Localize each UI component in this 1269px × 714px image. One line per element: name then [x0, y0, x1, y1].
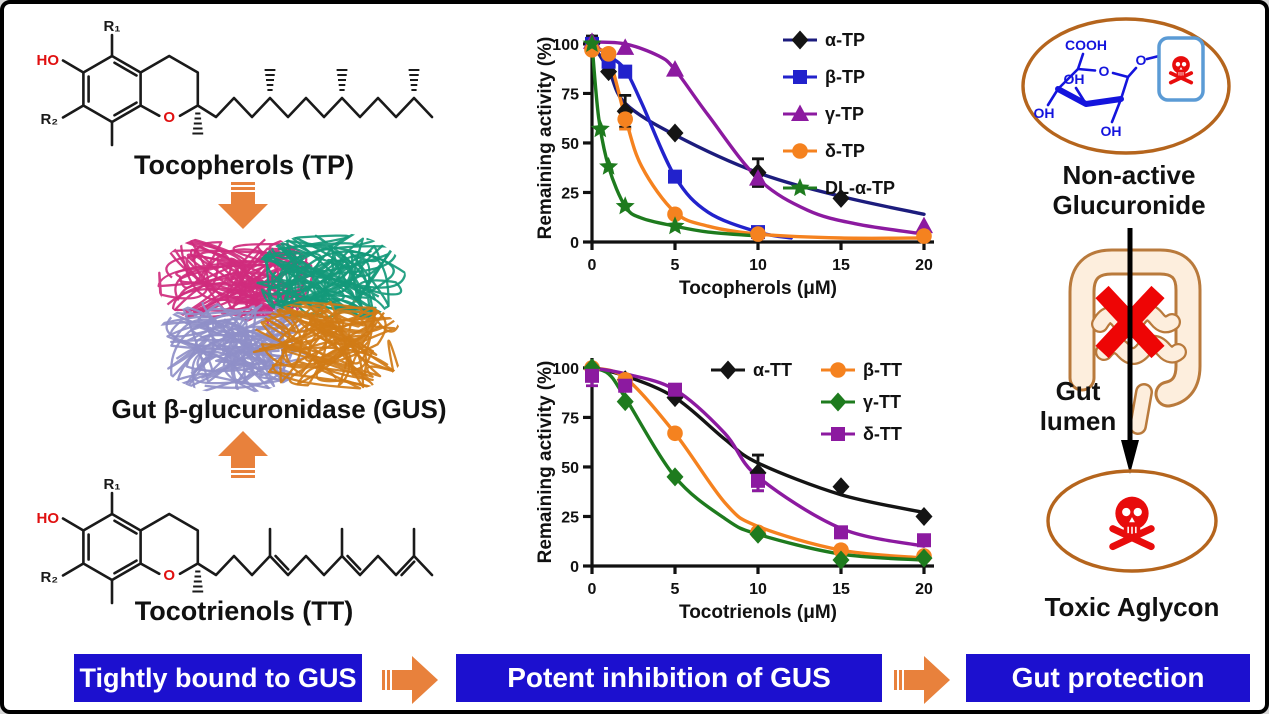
oh-bottom-label: OH	[1101, 123, 1122, 139]
glucuronide-illustration: O COOH OH OH OH O	[1021, 17, 1231, 155]
svg-text:β-TP: β-TP	[825, 67, 865, 87]
svg-text:Tocotrienols (μM): Tocotrienols (μM)	[679, 602, 837, 623]
sugar-ring-oxygen: O	[1099, 63, 1110, 79]
skull-icon	[1113, 497, 1151, 547]
r1-label: R₁	[103, 476, 120, 493]
glucuronide-sugar-ring: O COOH OH OH OH O	[1034, 37, 1161, 139]
svg-text:75: 75	[561, 410, 579, 427]
tocotrienols-caption: Tocotrienols (TT)	[134, 596, 354, 626]
nonactive-line1: Non-active	[1062, 160, 1196, 190]
tocopherols-caption: Tocopherols (TP)	[134, 150, 354, 180]
tocopherols-inhibition-chart: 0 5 10 15 20 0 25 50 75 100 Tocopherols (μM) Remain…	[536, 30, 934, 299]
banner-gut-protection-label: Gut protection	[1011, 662, 1205, 693]
svg-text:0: 0	[570, 235, 579, 252]
tocopherol-structure: HO R₁ R₂ O	[37, 18, 434, 147]
gut-lumen-line2: lumen	[1039, 406, 1117, 436]
svg-text:100: 100	[552, 37, 579, 54]
svg-text:20: 20	[915, 257, 933, 274]
svg-text:α-TT: α-TT	[753, 360, 792, 380]
r2-label: R₂	[41, 111, 59, 128]
svg-text:25: 25	[561, 185, 579, 202]
banner-tightly-bound: Tightly bound to GUS	[74, 654, 362, 702]
svg-text:100: 100	[552, 361, 579, 378]
toxic-aglycon-illustration	[1046, 469, 1218, 573]
svg-text:10: 10	[749, 257, 767, 274]
oh-left-label: OH	[1034, 105, 1055, 121]
ho-label: HO	[37, 52, 60, 69]
up-arrow-icon	[218, 431, 268, 478]
stereo-dash-bonds	[192, 69, 420, 135]
tocotrienols-inhibition-chart: 0 5 10 15 20 0 25 50 75 100 Tocotrienols (μM) Remai…	[536, 358, 934, 623]
svg-text:Tocopherols (μM): Tocopherols (μM)	[679, 278, 837, 299]
tocotrienol-skeleton	[61, 491, 434, 605]
nonactive-glucuronide-caption: Non-active Glucuronide	[1024, 160, 1234, 220]
downward-flow-arrow	[1121, 228, 1139, 474]
gut-lumen-caption: Gut lumen	[1012, 376, 1144, 436]
gus-caption: Gut β-glucuronidase (GUS)	[111, 394, 447, 424]
toxic-aglycon-caption: Toxic Aglycon	[1044, 592, 1220, 622]
svg-text:20: 20	[915, 581, 933, 598]
svg-text:50: 50	[561, 460, 579, 477]
banner-tightly-bound-label: Tightly bound to GUS	[79, 662, 357, 693]
banner-potent-inhibition: Potent inhibition of GUS	[456, 654, 882, 702]
svg-text:25: 25	[561, 509, 579, 526]
glycosidic-oxygen: O	[1136, 52, 1147, 68]
svg-text:Remaining activity (%): Remaining activity (%)	[536, 37, 556, 240]
ho-label: HO	[37, 510, 60, 527]
svg-text:0: 0	[570, 559, 579, 576]
stereo-dash-bond	[192, 570, 204, 593]
svg-text:γ-TP: γ-TP	[825, 104, 864, 124]
gus-protein-structure	[153, 232, 406, 394]
svg-text:50: 50	[561, 136, 579, 153]
right-arrow-icon	[382, 656, 438, 704]
r2-label: R₂	[41, 569, 59, 586]
nonactive-line2: Glucuronide	[1052, 190, 1206, 220]
gut-lumen-line1: Gut	[1055, 376, 1101, 406]
svg-text:0: 0	[588, 257, 597, 274]
ring-oxygen-label: O	[163, 567, 175, 584]
ring-oxygen-label: O	[163, 109, 175, 126]
svg-text:5: 5	[671, 257, 680, 274]
svg-text:75: 75	[561, 86, 579, 103]
svg-text:15: 15	[832, 257, 850, 274]
svg-text:Remaining activity (%): Remaining activity (%)	[536, 361, 556, 564]
oh-top-label: OH	[1064, 71, 1085, 87]
svg-text:δ-TT: δ-TT	[863, 424, 902, 444]
svg-text:β-TT: β-TT	[863, 360, 902, 380]
svg-text:0: 0	[588, 581, 597, 598]
r1-label: R₁	[103, 18, 120, 35]
banner-gut-protection: Gut protection	[966, 654, 1250, 702]
svg-text:DL-α-TP: DL-α-TP	[825, 178, 895, 198]
svg-text:15: 15	[832, 581, 850, 598]
svg-text:5: 5	[671, 581, 680, 598]
svg-text:γ-TT: γ-TT	[863, 392, 901, 412]
banner-potent-inhibition-label: Potent inhibition of GUS	[507, 662, 831, 693]
tocopherol-skeleton	[61, 33, 434, 147]
tocotrienol-structure: HO R₁ R₂ O	[37, 476, 434, 605]
down-arrow-icon	[218, 182, 268, 229]
right-arrow-icon	[894, 656, 950, 704]
cooh-label: COOH	[1065, 37, 1107, 53]
svg-text:10: 10	[749, 581, 767, 598]
gut-lumen-illustration	[1068, 228, 1202, 474]
svg-text:δ-TP: δ-TP	[825, 141, 865, 161]
svg-text:α-TP: α-TP	[825, 30, 865, 50]
